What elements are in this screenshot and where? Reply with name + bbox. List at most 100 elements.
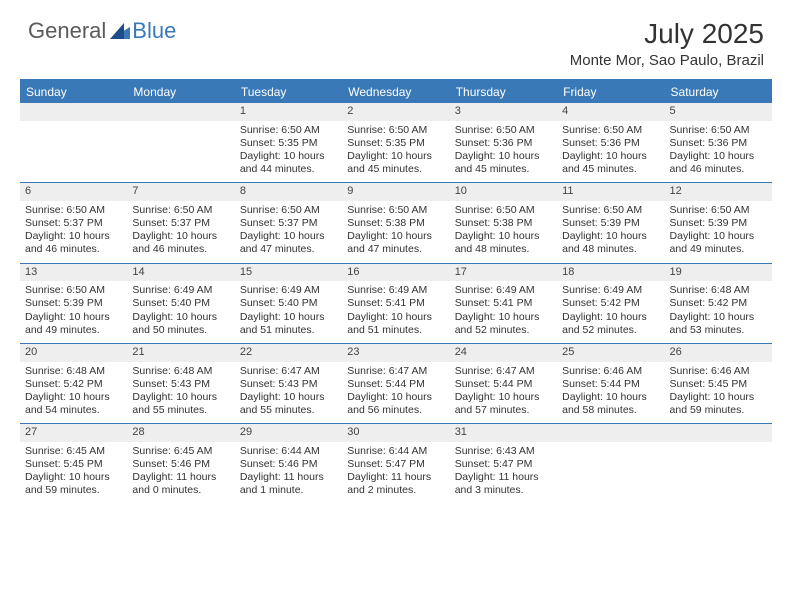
daylight-text: Daylight: 10 hours and 45 minutes. bbox=[562, 150, 659, 176]
calendar-cell bbox=[665, 424, 772, 503]
day-number: 19 bbox=[665, 264, 772, 282]
day-number: 11 bbox=[557, 183, 664, 201]
daylight-text: Daylight: 10 hours and 52 minutes. bbox=[455, 311, 552, 337]
calendar-cell: 23Sunrise: 6:47 AMSunset: 5:44 PMDayligh… bbox=[342, 344, 449, 423]
logo-text-blue: Blue bbox=[132, 18, 176, 44]
daylight-text: Daylight: 10 hours and 51 minutes. bbox=[240, 311, 337, 337]
cell-body: Sunrise: 6:50 AMSunset: 5:37 PMDaylight:… bbox=[20, 201, 127, 263]
calendar-cell bbox=[557, 424, 664, 503]
sunrise-text: Sunrise: 6:50 AM bbox=[562, 124, 659, 137]
daylight-text: Daylight: 10 hours and 55 minutes. bbox=[132, 391, 229, 417]
calendar-cell: 13Sunrise: 6:50 AMSunset: 5:39 PMDayligh… bbox=[20, 264, 127, 343]
cell-body: Sunrise: 6:50 AMSunset: 5:39 PMDaylight:… bbox=[557, 201, 664, 263]
daylight-text: Daylight: 10 hours and 55 minutes. bbox=[240, 391, 337, 417]
daylight-text: Daylight: 10 hours and 59 minutes. bbox=[670, 391, 767, 417]
cell-body: Sunrise: 6:49 AMSunset: 5:40 PMDaylight:… bbox=[235, 281, 342, 343]
calendar-cell: 17Sunrise: 6:49 AMSunset: 5:41 PMDayligh… bbox=[450, 264, 557, 343]
sunrise-text: Sunrise: 6:43 AM bbox=[455, 445, 552, 458]
sunset-text: Sunset: 5:37 PM bbox=[25, 217, 122, 230]
logo-text-general: General bbox=[28, 18, 106, 44]
sunrise-text: Sunrise: 6:47 AM bbox=[240, 365, 337, 378]
sunrise-text: Sunrise: 6:50 AM bbox=[455, 124, 552, 137]
calendar-cell: 7Sunrise: 6:50 AMSunset: 5:37 PMDaylight… bbox=[127, 183, 234, 262]
week-row: 20Sunrise: 6:48 AMSunset: 5:42 PMDayligh… bbox=[20, 343, 772, 423]
month-title: July 2025 bbox=[570, 18, 764, 50]
calendar-cell: 19 Sunrise: 6:48 AMSunset: 5:42 PMDayligh… bbox=[665, 264, 772, 343]
sunrise-text: Sunrise: 6:44 AM bbox=[240, 445, 337, 458]
sunrise-text: Sunrise: 6:50 AM bbox=[25, 284, 122, 297]
cell-body: Sunrise: 6:48 AMSunset: 5:42 PMDaylight:… bbox=[20, 362, 127, 424]
sunrise-text: Sunrise: 6:49 AM bbox=[562, 284, 659, 297]
day-number: 2 bbox=[342, 103, 449, 121]
day-number: 26 bbox=[665, 344, 772, 362]
calendar-cell: 31Sunrise: 6:43 AMSunset: 5:47 PMDayligh… bbox=[450, 424, 557, 503]
calendar-cell: 14Sunrise: 6:49 AMSunset: 5:40 PMDayligh… bbox=[127, 264, 234, 343]
cell-body: Sunrise: 6:48 AMSunset: 5:43 PMDaylight:… bbox=[127, 362, 234, 424]
sunrise-text: Sunrise: 6:50 AM bbox=[347, 204, 444, 217]
sunrise-text: Sunrise: 6:50 AM bbox=[132, 204, 229, 217]
daylight-text: Daylight: 11 hours and 2 minutes. bbox=[347, 471, 444, 497]
cell-body: Sunrise: 6:45 AMSunset: 5:45 PMDaylight:… bbox=[20, 442, 127, 504]
daylight-text: Daylight: 10 hours and 47 minutes. bbox=[347, 230, 444, 256]
daylight-text: Daylight: 11 hours and 1 minute. bbox=[240, 471, 337, 497]
sunrise-text: Sunrise: 6:50 AM bbox=[455, 204, 552, 217]
day-number: 5 bbox=[665, 103, 772, 121]
sunrise-text: Sunrise: 6:49 AM bbox=[347, 284, 444, 297]
title-block: July 2025 Monte Mor, Sao Paulo, Brazil bbox=[570, 18, 764, 69]
logo-sail-icon bbox=[110, 23, 130, 39]
day-number bbox=[127, 103, 234, 121]
daylight-text: Daylight: 10 hours and 56 minutes. bbox=[347, 391, 444, 417]
calendar-cell: 20Sunrise: 6:48 AMSunset: 5:42 PMDayligh… bbox=[20, 344, 127, 423]
calendar-cell: 25Sunrise: 6:46 AMSunset: 5:44 PMDayligh… bbox=[557, 344, 664, 423]
calendar-cell: 27Sunrise: 6:45 AMSunset: 5:45 PMDayligh… bbox=[20, 424, 127, 503]
daylight-text: Daylight: 10 hours and 51 minutes. bbox=[347, 311, 444, 337]
calendar-cell: 9Sunrise: 6:50 AMSunset: 5:38 PMDaylight… bbox=[342, 183, 449, 262]
day-number: 17 bbox=[450, 264, 557, 282]
cell-body: Sunrise: 6:50 AMSunset: 5:39 PMDaylight:… bbox=[665, 201, 772, 263]
daylight-text: Daylight: 10 hours and 47 minutes. bbox=[240, 230, 337, 256]
sunrise-text: Sunrise: 6:45 AM bbox=[132, 445, 229, 458]
calendar: Sunday Monday Tuesday Wednesday Thursday… bbox=[20, 79, 772, 503]
sunset-text: Sunset: 5:44 PM bbox=[347, 378, 444, 391]
cell-body: Sunrise: 6:50 AMSunset: 5:35 PMDaylight:… bbox=[342, 121, 449, 183]
cell-body: Sunrise: 6:50 AMSunset: 5:36 PMDaylight:… bbox=[665, 121, 772, 183]
day-number bbox=[557, 424, 664, 442]
daylight-text: Daylight: 10 hours and 44 minutes. bbox=[240, 150, 337, 176]
day-header-monday: Monday bbox=[127, 81, 234, 103]
sunset-text: Sunset: 5:36 PM bbox=[670, 137, 767, 150]
day-number: 31 bbox=[450, 424, 557, 442]
calendar-cell: 8Sunrise: 6:50 AMSunset: 5:37 PMDaylight… bbox=[235, 183, 342, 262]
calendar-cell: 16Sunrise: 6:49 AMSunset: 5:41 PMDayligh… bbox=[342, 264, 449, 343]
calendar-cell: 1Sunrise: 6:50 AMSunset: 5:35 PMDaylight… bbox=[235, 103, 342, 182]
sunrise-text: Sunrise: 6:49 AM bbox=[455, 284, 552, 297]
daylight-text: Daylight: 10 hours and 45 minutes. bbox=[347, 150, 444, 176]
day-number: 21 bbox=[127, 344, 234, 362]
cell-body: Sunrise: 6:50 AMSunset: 5:36 PMDaylight:… bbox=[450, 121, 557, 183]
cell-body: Sunrise: 6:50 AMSunset: 5:39 PMDaylight:… bbox=[20, 281, 127, 343]
sunset-text: Sunset: 5:42 PM bbox=[562, 297, 659, 310]
day-number: 14 bbox=[127, 264, 234, 282]
calendar-cell: 15Sunrise: 6:49 AMSunset: 5:40 PMDayligh… bbox=[235, 264, 342, 343]
cell-body: Sunrise: 6:46 AMSunset: 5:45 PMDaylight:… bbox=[665, 362, 772, 424]
cell-body: Sunrise: 6:46 AMSunset: 5:44 PMDaylight:… bbox=[557, 362, 664, 424]
daylight-text: Daylight: 11 hours and 3 minutes. bbox=[455, 471, 552, 497]
calendar-cell: 30Sunrise: 6:44 AMSunset: 5:47 PMDayligh… bbox=[342, 424, 449, 503]
day-number: 27 bbox=[20, 424, 127, 442]
daylight-text: Daylight: 10 hours and 46 minutes. bbox=[132, 230, 229, 256]
sunset-text: Sunset: 5:42 PM bbox=[670, 297, 767, 310]
sunset-text: Sunset: 5:39 PM bbox=[670, 217, 767, 230]
day-number: 6 bbox=[20, 183, 127, 201]
sunrise-text: Sunrise: 6:49 AM bbox=[132, 284, 229, 297]
cell-body: Sunrise: 6:44 AMSunset: 5:46 PMDaylight:… bbox=[235, 442, 342, 504]
sunset-text: Sunset: 5:38 PM bbox=[347, 217, 444, 230]
sunrise-text: Sunrise: 6:50 AM bbox=[562, 204, 659, 217]
daylight-text: Daylight: 10 hours and 53 minutes. bbox=[670, 311, 767, 337]
sunset-text: Sunset: 5:46 PM bbox=[240, 458, 337, 471]
cell-body: Sunrise: 6:50 AMSunset: 5:37 PMDaylight:… bbox=[235, 201, 342, 263]
sunrise-text: Sunrise: 6:50 AM bbox=[347, 124, 444, 137]
day-header-saturday: Saturday bbox=[665, 81, 772, 103]
sunrise-text: Sunrise: 6:48 AM bbox=[670, 284, 767, 297]
cell-body bbox=[127, 121, 234, 130]
sunset-text: Sunset: 5:39 PM bbox=[562, 217, 659, 230]
daylight-text: Daylight: 10 hours and 49 minutes. bbox=[670, 230, 767, 256]
